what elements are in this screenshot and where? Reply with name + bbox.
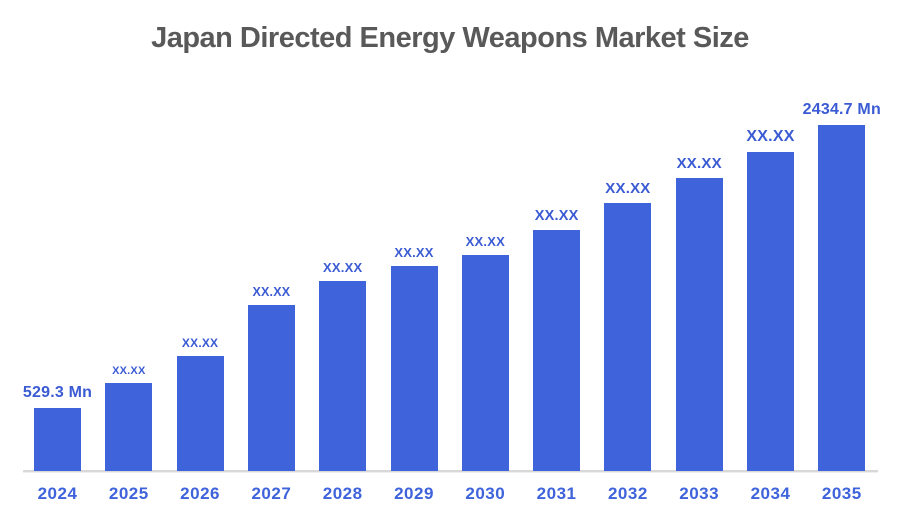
bar-2029 xyxy=(390,266,438,471)
bar-2025 xyxy=(105,383,153,471)
bar-2032 xyxy=(604,203,652,471)
bar-2035 xyxy=(818,125,866,471)
bar-value-label-2027: XX.XX xyxy=(252,285,291,299)
bar-value-label-2026: XX.XX xyxy=(181,336,219,350)
bar-value-label-2031: XX.XX xyxy=(534,208,579,224)
x-axis-label-2034: 2034 xyxy=(750,484,791,503)
bar-value-label-2034: XX.XX xyxy=(746,128,795,145)
x-axis-label-2031: 2031 xyxy=(536,484,577,503)
bar-2033 xyxy=(675,178,723,471)
bar-2031 xyxy=(533,230,581,471)
bar-value-label-2035: 2434.7 Mn xyxy=(802,101,881,118)
bar-value-label-2024: 529.3 Mn xyxy=(22,384,93,401)
x-axis-label-2032: 2032 xyxy=(607,484,648,503)
bar-value-label-2030: XX.XX xyxy=(465,234,505,249)
bar-value-label-2033: XX.XX xyxy=(676,155,722,172)
bar-2024 xyxy=(34,408,81,471)
bar-2026 xyxy=(176,356,224,471)
chart-title: Japan Directed Energy Weapons Market Siz… xyxy=(151,22,749,54)
bar-value-label-2025: XX.XX xyxy=(112,365,146,377)
x-axis-label-2028: 2028 xyxy=(322,484,363,503)
bar-2028 xyxy=(319,281,367,471)
bar-value-label-2028: XX.XX xyxy=(323,260,363,275)
bar-value-label-2029: XX.XX xyxy=(394,245,434,260)
x-axis-label-2025: 2025 xyxy=(108,484,149,503)
x-axis-label-2030: 2030 xyxy=(465,484,506,503)
bar-2034 xyxy=(747,152,794,471)
bar-2030 xyxy=(461,255,509,471)
bar-2027 xyxy=(247,305,295,471)
bar-value-label-2032: XX.XX xyxy=(605,180,651,197)
x-axis-label-2026: 2026 xyxy=(180,484,221,503)
x-axis-label-2033: 2033 xyxy=(679,484,720,503)
x-axis-label-2035: 2035 xyxy=(821,484,862,503)
x-axis-label-2027: 2027 xyxy=(251,484,292,503)
x-axis-label-2024: 2024 xyxy=(37,484,78,503)
x-axis-line xyxy=(23,470,878,473)
x-axis-label-2029: 2029 xyxy=(394,484,434,503)
